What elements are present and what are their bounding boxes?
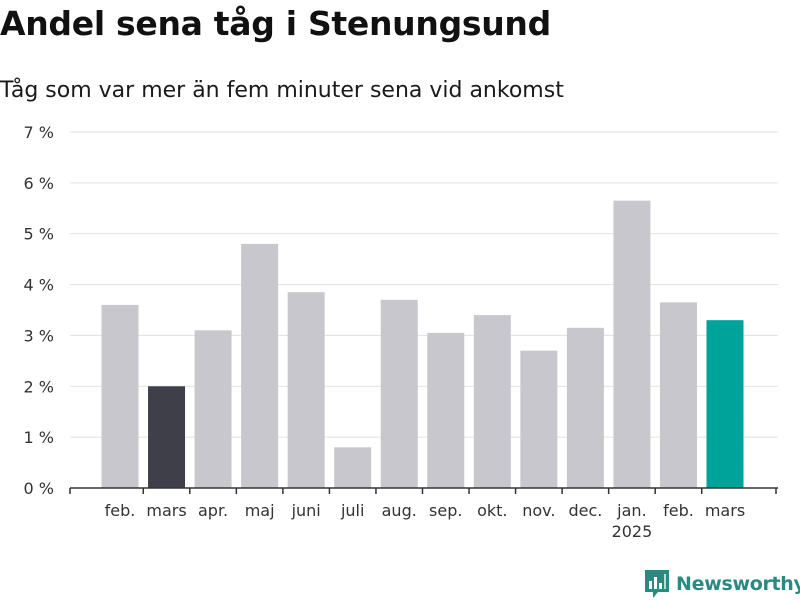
x-tick-label: juni: [291, 501, 321, 520]
y-tick-label: 4 %: [24, 276, 54, 295]
bar: [287, 292, 325, 488]
bar: [194, 330, 232, 488]
x-tick-label: sep.: [429, 501, 462, 520]
bar-chart-logo-icon: [645, 570, 669, 598]
bar: [613, 200, 651, 488]
bar: [706, 320, 744, 488]
x-tick-label: nov.: [522, 501, 555, 520]
bar: [148, 386, 186, 488]
y-tick-label: 3 %: [24, 326, 54, 345]
x-axis-ticks: feb. mars apr. maj juni juli aug. sep. okt. nov. d…: [105, 501, 746, 541]
brand-name: Newsworthy: [676, 573, 800, 595]
x-tick-label: juli: [340, 501, 364, 520]
bar: [101, 304, 139, 488]
chart-title: Andel sena tåg i Stenungsund: [0, 4, 551, 43]
x-tick-label: mars: [705, 501, 745, 520]
bar: [380, 299, 418, 488]
x-tick-label: aug.: [382, 501, 417, 520]
x-tick-label: okt.: [477, 501, 507, 520]
bar: [473, 315, 511, 488]
bars: [101, 200, 744, 488]
x-tick-label: mars: [146, 501, 186, 520]
y-tick-label: 6 %: [24, 174, 54, 193]
x-tick-label: dec.: [568, 501, 602, 520]
y-tick-label: 1 %: [24, 428, 54, 447]
y-tick-label: 2 %: [24, 377, 54, 396]
x-axis: [69, 487, 778, 494]
x-tick-label: feb.: [105, 501, 136, 520]
bar: [659, 302, 697, 488]
bar: [334, 447, 372, 488]
y-tick-label: 7 %: [24, 123, 54, 142]
bar: [241, 243, 279, 488]
y-axis-ticks: 0 % 1 % 2 % 3 % 4 % 5 % 6 % 7 %: [24, 123, 54, 498]
chart-subtitle: Tåg som var mer än fem minuter sena vid …: [0, 78, 564, 103]
y-tick-label: 0 %: [24, 479, 54, 498]
bar: [520, 350, 558, 488]
bar: [566, 327, 604, 488]
brand-logo: Newsworthy: [644, 569, 800, 599]
x-tick-label: jan.: [616, 501, 646, 520]
x-tick-label: maj: [245, 501, 275, 520]
x-tick-label: apr.: [198, 501, 228, 520]
y-tick-label: 5 %: [24, 225, 54, 244]
bar: [427, 332, 465, 488]
x-tick-label: feb.: [663, 501, 694, 520]
x-tick-sublabel: 2025: [612, 522, 653, 541]
